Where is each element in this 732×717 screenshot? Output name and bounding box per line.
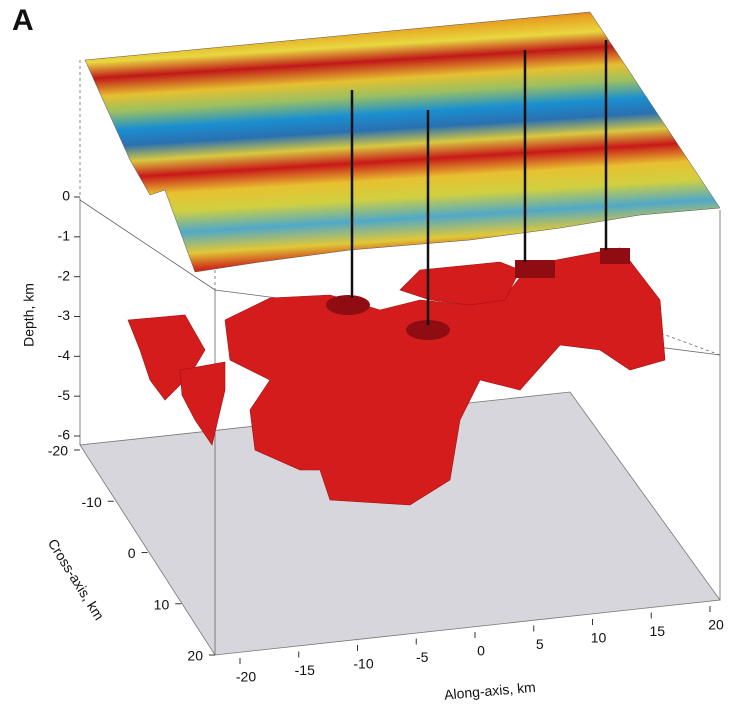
along-axis-label: Along-axis, km: [443, 679, 536, 703]
depth-tick-label: -5: [58, 387, 71, 403]
along-tick-label: -5: [416, 649, 429, 665]
cross-axis-label: Cross-axis, km: [45, 536, 108, 623]
depth-tick-label: -2: [58, 267, 71, 283]
along-tick-label: -20: [236, 669, 256, 685]
along-tick-label: 10: [591, 630, 607, 646]
along-tick-label: 15: [649, 623, 665, 639]
along-tick-label: 0: [477, 643, 485, 659]
depth-tick-label: -1: [58, 228, 71, 244]
cross-tick-label: -20: [48, 443, 68, 459]
panel-label: A: [12, 4, 34, 37]
depth-tick-label: -6: [58, 427, 71, 443]
depth-axis-label: Depth, km: [21, 283, 37, 347]
cross-tick-label: 20: [187, 648, 203, 664]
cross-tick-label: 10: [154, 596, 170, 612]
seafloor-surface: [85, 12, 720, 272]
along-tick-label: 20: [708, 617, 724, 633]
figure: A Depth, km Cross-axis, km Along-axis, k…: [0, 0, 732, 717]
depth-tick-label: -4: [58, 347, 71, 363]
along-tick-label: -15: [295, 662, 315, 678]
cross-tick-label: -10: [82, 494, 102, 510]
along-tick-label: 5: [536, 636, 544, 652]
depth-tick-label: -3: [58, 307, 71, 323]
cross-tick-label: 0: [128, 545, 136, 561]
along-tick-label: -10: [353, 656, 373, 672]
depth-tick-label: 0: [62, 188, 70, 204]
